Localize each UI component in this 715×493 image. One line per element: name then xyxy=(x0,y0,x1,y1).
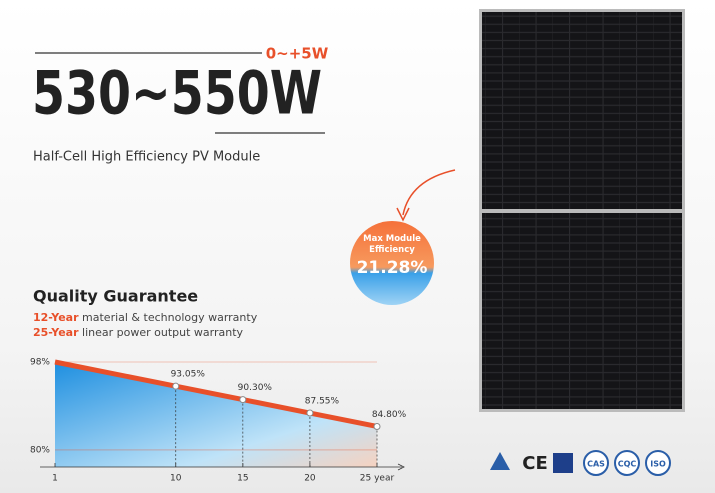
value-label: 90.30% xyxy=(238,383,273,393)
warranty-chart: 98% 80% 1 10 15 20 25 year 93.05% 90.30% 87.55% 84… xyxy=(30,358,407,484)
arrow-head xyxy=(396,207,410,222)
label-line: Efficiency xyxy=(369,245,415,255)
tuv-logo xyxy=(490,452,510,470)
x-tick-label: 1 xyxy=(52,474,58,484)
cert-badge xyxy=(614,450,640,476)
cert-label: CAS xyxy=(587,460,605,469)
text: linear power output warranty xyxy=(79,326,244,339)
area xyxy=(55,362,377,467)
cert-label: CQC xyxy=(618,460,637,469)
certifications: CE CAS CQC ISO xyxy=(490,450,671,476)
point xyxy=(239,396,247,404)
tolerance: 0~+5W xyxy=(266,45,329,63)
guarantee-line: 12-Year material & technology warranty xyxy=(33,311,258,324)
value-label: 93.05% xyxy=(171,370,206,380)
cert-label: ISO xyxy=(650,460,666,469)
panel-cells xyxy=(482,12,682,209)
point xyxy=(172,382,180,390)
cert-badge xyxy=(645,450,671,476)
axis-arrow xyxy=(397,463,405,471)
efficiency-value: 21.28% xyxy=(357,258,428,278)
x-tick-label: 10 xyxy=(170,474,182,484)
guarantee-title: Quality Guarantee xyxy=(33,287,198,306)
panel-cells xyxy=(482,213,682,409)
y-tick-label: 98% xyxy=(30,358,50,368)
point xyxy=(306,409,314,417)
efficiency-orb xyxy=(350,221,434,305)
years: 12-Year xyxy=(33,311,79,324)
x-tick-label: 15 xyxy=(237,474,248,484)
value-label: 87.55% xyxy=(305,397,340,407)
guarantee-line: 25-Year linear power output warranty xyxy=(33,326,244,339)
cert-badge xyxy=(583,450,609,476)
y-tick-label: 80% xyxy=(30,445,50,455)
arrow xyxy=(402,169,456,216)
inmetro-logo xyxy=(553,453,573,473)
subtitle: Half-Cell High Efficiency PV Module xyxy=(33,150,260,165)
power-range: 530~550W xyxy=(32,59,322,129)
value-label: 84.80% xyxy=(372,410,407,420)
x-tick-label: 25 year xyxy=(360,474,395,484)
cert-label: CE xyxy=(522,453,548,474)
point xyxy=(373,422,381,430)
years: 25-Year xyxy=(33,326,79,339)
text: material & technology warranty xyxy=(79,311,258,324)
label-line: Max Module xyxy=(363,234,421,244)
x-tick-label: 20 xyxy=(304,474,316,484)
efficiency-label: Max Module Efficiency xyxy=(363,234,421,255)
